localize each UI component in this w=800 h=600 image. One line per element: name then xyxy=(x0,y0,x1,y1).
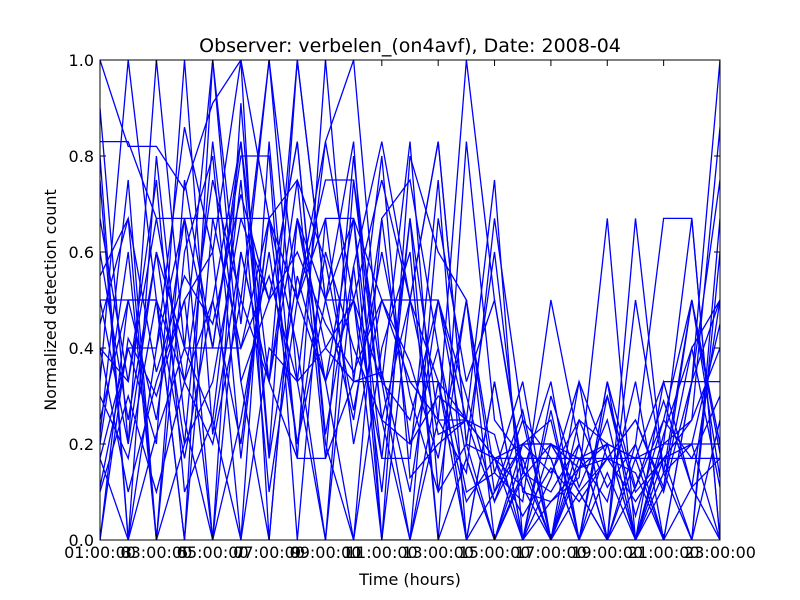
x-tick-label: 19:00:00 xyxy=(571,543,643,562)
x-tick-label: 09:00:00 xyxy=(290,543,362,562)
plot-frame xyxy=(99,59,721,541)
x-tick-label: 17:00:00 xyxy=(515,543,587,562)
series-line-9 xyxy=(100,60,720,540)
series-line-23 xyxy=(100,141,720,540)
y-tick-label: 1.0 xyxy=(69,51,94,70)
x-tick-label: 01:00:00 xyxy=(64,543,136,562)
x-tick-label: 15:00:00 xyxy=(459,543,531,562)
series-group xyxy=(100,60,720,540)
x-tick-label: 07:00:00 xyxy=(233,543,305,562)
y-tick-label: 0.2 xyxy=(69,435,94,454)
x-tick-offset-label: 3 xyxy=(122,543,132,562)
series-line-4 xyxy=(100,60,720,540)
x-tick-label: 03:00:00 xyxy=(120,543,192,562)
ticks-group: 0.0 0.2 0.4 0.6 0.8 1.0 01:00:0003:00:0005:00:… xyxy=(64,51,756,562)
y-tick-label: 0.8 xyxy=(69,147,94,166)
series-line-13 xyxy=(100,141,720,540)
series-line-18 xyxy=(100,179,720,540)
x-tick-label: 11:00:00 xyxy=(346,543,418,562)
x-tick-offset-label: 5 xyxy=(178,543,188,562)
y-tick-label: 0.0 xyxy=(69,531,94,550)
x-tick-label: 23:00:00 xyxy=(684,543,756,562)
x-tick-label: 13:00:00 xyxy=(402,543,474,562)
y-tick-label: 0.6 xyxy=(69,243,94,262)
x-axis-label: Time (hours) xyxy=(358,570,461,589)
y-tick-label: 0.4 xyxy=(69,339,94,358)
series-line-22 xyxy=(100,60,720,540)
series-line-20 xyxy=(100,179,720,540)
x-tick-offset-label: 11 xyxy=(342,543,362,562)
x-tick-label: 05:00:00 xyxy=(177,543,249,562)
series-line-16 xyxy=(100,218,720,540)
series-line-21 xyxy=(100,60,720,540)
x-tick-offset-label: 7 xyxy=(235,543,245,562)
y-axis-label: Normalized detection count xyxy=(41,189,60,411)
x-tick-offset-label: 9 xyxy=(291,543,301,562)
chart-title: Observer: verbelen_(on4avf), Date: 2008-… xyxy=(199,35,621,57)
x-tick-label: 21:00:00 xyxy=(628,543,700,562)
series-line-24 xyxy=(100,107,720,460)
series-line-5 xyxy=(100,60,720,540)
